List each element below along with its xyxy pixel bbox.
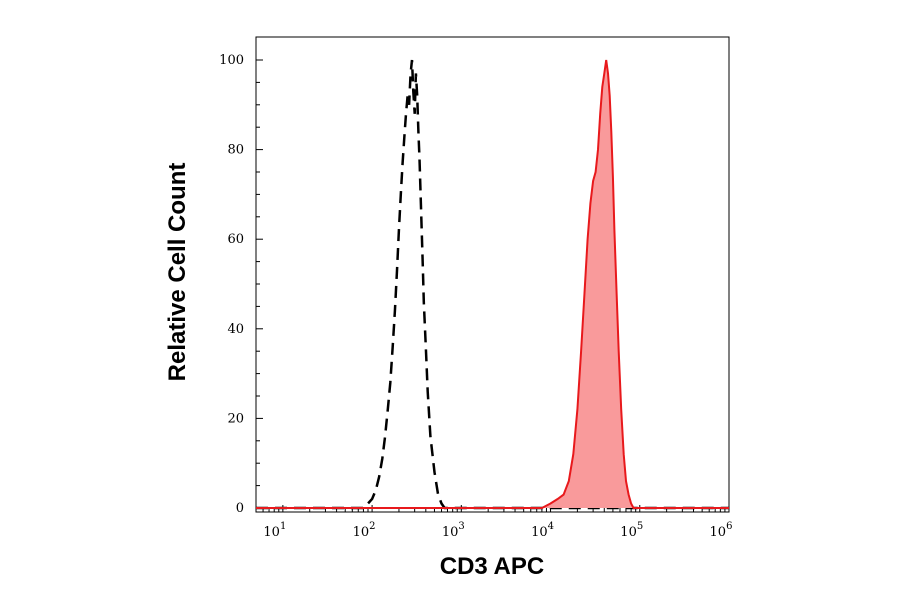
histogram-line-1 [256,59,729,510]
x-tick-label: 103 [442,521,465,540]
plot-frame [255,36,730,513]
y-tick-label: 60 [227,232,244,247]
x-axis-title: CD3 APC [440,553,544,580]
x-tick-label: 105 [620,521,643,540]
histogram-line-2 [256,59,729,509]
y-axis-title: Relative Cell Count [164,163,191,382]
y-axis: 0 20 40 60 80 100 [219,53,263,516]
x-tick-base: 10 [531,525,548,540]
y-tick-label: 100 [219,53,244,68]
x-tick-base: 10 [620,525,637,540]
x-tick-exponent: 5 [637,521,643,532]
x-tick-label: 101 [263,521,286,540]
x-tick-exponent: 2 [369,521,375,532]
x-tick-label: 104 [531,521,554,540]
x-tick-base: 10 [263,525,280,540]
x-tick-exponent: 6 [726,521,732,532]
x-tick-label: 102 [353,521,376,540]
y-tick-label: 0 [236,501,244,516]
x-tick-exponent: 1 [280,521,286,532]
histogram-fill-2 [256,60,729,508]
y-tick-label: 40 [227,322,244,337]
series-layer [256,59,729,510]
x-tick-label: 106 [710,521,733,540]
x-tick-exponent: 3 [458,521,464,532]
x-axis: 101 102 103 104 105 106 [262,505,733,540]
x-tick-base: 10 [710,525,727,540]
x-tick-base: 10 [353,525,370,540]
x-tick-exponent: 4 [548,521,554,532]
y-tick-label: 20 [227,411,244,426]
x-tick-base: 10 [442,525,459,540]
y-tick-label: 80 [227,143,244,158]
